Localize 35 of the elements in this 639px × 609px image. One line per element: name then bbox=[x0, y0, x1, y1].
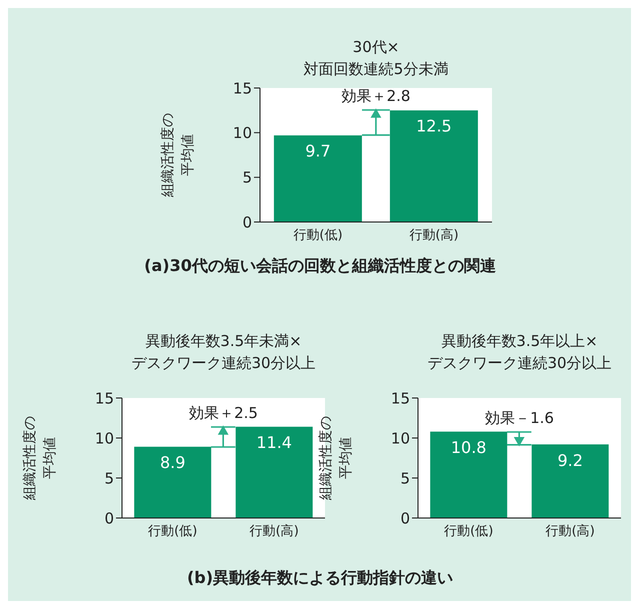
y-tick-label: 10 bbox=[390, 429, 410, 448]
y-tick-label: 15 bbox=[232, 79, 252, 98]
y-axis-title: 組織活性度の平均値 bbox=[21, 415, 59, 502]
x-tick-label: 行動(低) bbox=[148, 524, 198, 540]
x-tick-label: 行動(低) bbox=[444, 524, 494, 540]
annotation: 効果－1.6 bbox=[484, 408, 555, 428]
data-label: 9.7 bbox=[305, 142, 331, 161]
data-label: 11.4 bbox=[256, 433, 292, 452]
x-tick-label: 行動(低) bbox=[293, 228, 343, 244]
y-tick-label: 15 bbox=[390, 389, 410, 408]
data-label: 12.5 bbox=[416, 116, 452, 136]
y-tick-label: 15 bbox=[94, 389, 114, 408]
chart-title: 異動後年数3.5年以上×デスクワーク連続30分以上 bbox=[426, 331, 613, 374]
data-label: 9.2 bbox=[557, 450, 583, 470]
y-tick-label: 5 bbox=[104, 469, 114, 488]
y-tick-label: 5 bbox=[400, 469, 410, 488]
y-tick-label: 5 bbox=[242, 168, 252, 187]
text: (b)異動後年数による行動指針の違い bbox=[186, 568, 454, 589]
annotation: 効果＋2.8 bbox=[340, 86, 412, 106]
data-label: 10.8 bbox=[450, 438, 486, 457]
chart-title: 異動後年数3.5年未満×デスクワーク連続30分以上 bbox=[130, 331, 317, 374]
y-tick-label: 0 bbox=[242, 213, 252, 232]
annotation: 効果＋2.5 bbox=[188, 402, 259, 423]
x-tick-label: 行動(高) bbox=[546, 523, 595, 540]
y-tick-label: 0 bbox=[104, 509, 114, 528]
x-tick-label: 行動(高) bbox=[409, 227, 459, 244]
y-axis-title: 組織活性度の平均値 bbox=[317, 415, 355, 502]
y-tick-label: 10 bbox=[94, 429, 114, 448]
chart-title: 30代×対面回数連続5分未満 bbox=[302, 37, 450, 80]
y-tick-label: 10 bbox=[232, 124, 252, 142]
y-axis-title: 組織活性度の平均値 bbox=[159, 112, 197, 199]
x-tick-label: 行動(高) bbox=[250, 523, 299, 540]
text: (a)30代の短い会話の回数と組織活性度との関連 bbox=[143, 256, 497, 277]
y-tick-label: 0 bbox=[400, 509, 410, 528]
data-label: 8.9 bbox=[160, 453, 186, 472]
